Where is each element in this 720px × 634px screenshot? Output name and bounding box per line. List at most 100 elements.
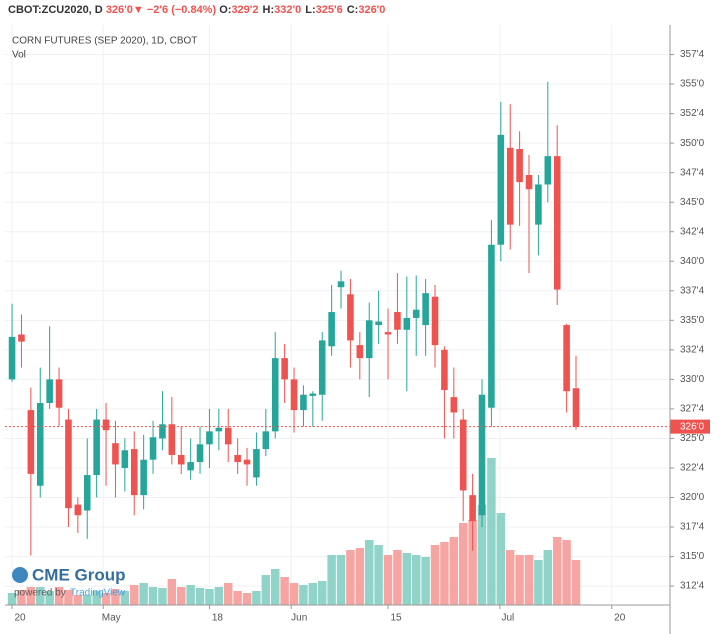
volume-bar (430, 545, 440, 605)
ohlc-value: 329'2 (231, 4, 259, 16)
candle-body (187, 462, 194, 471)
volume-bar (336, 555, 346, 605)
volume-bar (17, 590, 26, 605)
y-tick-label: 325'0 (680, 433, 705, 444)
x-tick-label: 18 (212, 613, 224, 624)
y-tick-label: 355'0 (680, 79, 705, 90)
change-arrow: ▼ (132, 4, 144, 16)
x-tick-label: 20 (14, 613, 26, 624)
candle-body (300, 394, 307, 411)
volume-bar (449, 537, 459, 605)
volume-label: Vol (12, 50, 26, 61)
candle-body (243, 459, 251, 465)
volume-bar (158, 588, 167, 605)
volume-bar (487, 458, 496, 605)
last-price-label: 326'0 (680, 421, 705, 432)
volume-bar (139, 583, 148, 605)
candle-body (422, 293, 429, 326)
ohlc-label: C: (346, 4, 359, 16)
chart-title: CORN FUTURES (SEP 2020), 1D, CBOT (12, 36, 197, 47)
volume-bar (411, 555, 421, 605)
candle-body (36, 403, 44, 486)
candle-body (253, 449, 260, 478)
volume-bar (252, 591, 261, 605)
candle-body (318, 340, 326, 395)
candle-body (74, 504, 82, 516)
candle-body (412, 309, 420, 318)
candle-body (224, 427, 232, 445)
candle-body (459, 419, 467, 491)
volume-bar (552, 537, 562, 605)
volume-bar (148, 587, 158, 605)
volume-bar (92, 591, 101, 605)
volume-bar (280, 577, 289, 605)
candle-body (535, 184, 542, 225)
volume-bar (186, 585, 195, 605)
candle-body (196, 444, 204, 463)
candle-body (516, 149, 523, 183)
ohlc-value: 325'6 (315, 4, 343, 16)
volume-bar (402, 553, 412, 605)
volume-bar (73, 595, 83, 605)
last-price-box (670, 419, 710, 434)
y-tick-label: 322'4 (680, 463, 705, 474)
candle-body (469, 495, 476, 522)
candle-body (262, 431, 270, 450)
candle-body (177, 454, 185, 465)
candle-body (281, 358, 288, 380)
y-tick-label: 347'4 (680, 167, 705, 178)
watermark: CME Group powered by TradingView (12, 565, 126, 599)
candle-body (27, 410, 35, 474)
volume-bar (261, 575, 271, 605)
volume-bar (45, 591, 54, 605)
candle-body (488, 244, 495, 408)
volume-bar (271, 569, 280, 605)
candle-body (365, 320, 373, 359)
header: CBOT:ZCU2020, D 326'0▼ −2'6 (−0.84%) O:3… (8, 4, 389, 16)
candle-body (563, 325, 570, 392)
provider: TradingView (70, 588, 126, 599)
candle-body (394, 312, 401, 330)
candle-body (112, 443, 119, 465)
volume-bar (534, 560, 543, 605)
candle-body (206, 431, 213, 445)
volume-bar (64, 590, 73, 605)
volume-bar (205, 589, 214, 605)
ohlc-label: L: (305, 4, 316, 16)
y-tick-label: 327'4 (680, 404, 705, 415)
logo-globe (12, 567, 28, 583)
y-tick-label: 357'4 (680, 49, 705, 60)
volume-bar (421, 557, 430, 605)
brand: CME Group (32, 565, 126, 584)
candle-body (403, 317, 411, 330)
candle-body (506, 147, 514, 225)
candle-body (431, 296, 439, 346)
candle-body (18, 334, 25, 342)
y-tick-label: 350'0 (680, 138, 705, 149)
candle-body (140, 459, 147, 496)
volume-bar (327, 555, 336, 605)
candle-body (65, 419, 72, 509)
powered-by: powered by (14, 588, 66, 599)
candle-body (553, 156, 561, 290)
candle-body (356, 345, 364, 359)
volume-bar (7, 593, 17, 605)
volume-bar (26, 587, 36, 605)
volume-bar (195, 588, 205, 605)
candle-body (450, 397, 458, 413)
candle-body (290, 379, 298, 411)
ohlc: O:329'2 H:332'0 L:325'6 C:326'0 (219, 4, 389, 16)
candle-body (159, 424, 166, 439)
y-tick-label: 312'4 (680, 581, 705, 592)
volume-bar (543, 550, 553, 605)
x-tick-label: 15 (390, 613, 402, 624)
candle-body (130, 449, 138, 496)
y-tick-label: 315'0 (680, 551, 705, 562)
candle-body (55, 379, 63, 408)
ohlc-value: 332'0 (274, 4, 302, 16)
candle-body (8, 336, 16, 380)
candle-body (121, 450, 129, 468)
volume-bar (130, 585, 139, 605)
